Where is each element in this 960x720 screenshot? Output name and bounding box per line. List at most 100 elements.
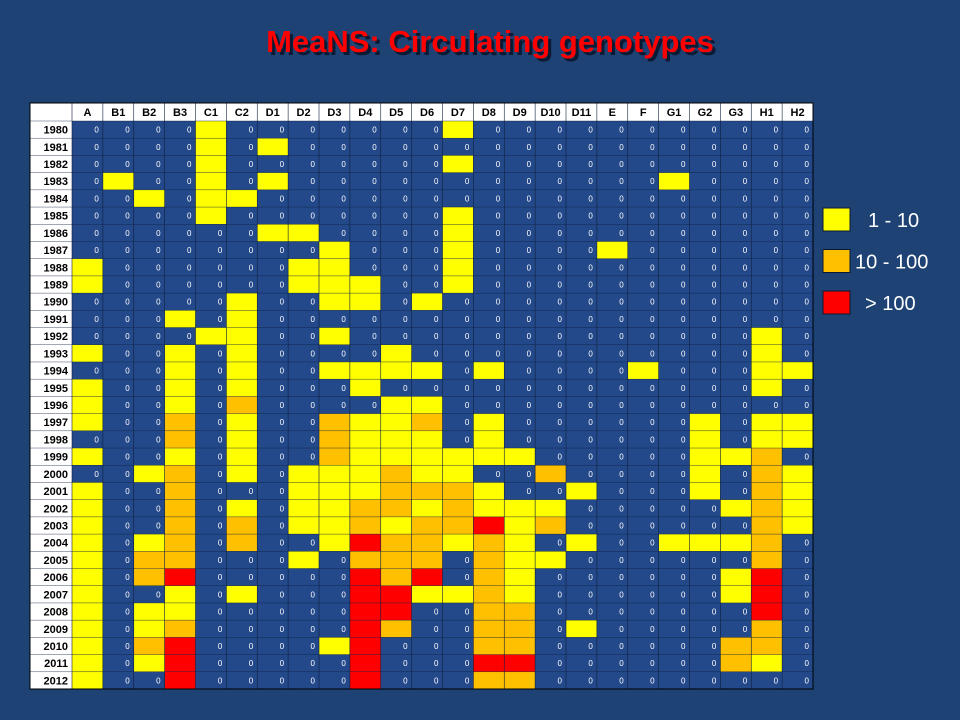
cell: [442, 241, 474, 259]
cell-value: 0: [712, 504, 717, 513]
cell: [164, 448, 196, 466]
cell: [133, 568, 165, 586]
cell-value: 0: [558, 160, 563, 169]
cell: [535, 310, 566, 328]
cell-value: 0: [619, 625, 624, 634]
legend-label: > 100: [865, 293, 916, 315]
cell-value: 0: [280, 539, 285, 548]
cell: [596, 465, 628, 483]
cell-value: 0: [311, 401, 316, 410]
cell-value: 0: [558, 367, 563, 376]
cell: [751, 293, 783, 311]
cell: [504, 620, 536, 638]
cell: [319, 344, 350, 362]
cell: [689, 534, 721, 552]
cell: [658, 671, 690, 689]
cell: [164, 430, 196, 449]
cell: [257, 585, 289, 603]
cell-value: 0: [125, 194, 130, 203]
cell-value: 0: [712, 401, 717, 410]
cell: [566, 275, 597, 294]
cell: [627, 396, 659, 414]
cell: [226, 654, 258, 672]
cell: [720, 138, 752, 156]
cell-value: 0: [125, 573, 130, 582]
cell: [473, 671, 505, 689]
cell-value: 0: [558, 315, 563, 324]
cell-value: 0: [218, 453, 223, 462]
cell-value: 0: [341, 160, 346, 169]
cell: [442, 293, 474, 311]
cell-value: 0: [94, 143, 99, 152]
cell-value: 0: [805, 676, 810, 685]
cell: [566, 585, 597, 603]
cell-value: 0: [341, 315, 346, 324]
cell: [411, 258, 443, 276]
cell: [658, 448, 690, 466]
cell: [380, 396, 412, 414]
cell: [380, 671, 412, 689]
cell: [720, 155, 752, 173]
cell-value: 0: [341, 212, 346, 221]
cell: [72, 602, 103, 621]
cell: [504, 671, 536, 689]
cell: [689, 482, 721, 500]
cell-value: 0: [527, 384, 532, 393]
cell-value: 0: [619, 349, 624, 358]
cell: [257, 396, 289, 414]
cell-value: 0: [619, 194, 624, 203]
cell: [658, 258, 690, 276]
cell: [72, 379, 103, 397]
cell: [504, 637, 536, 655]
cell: [195, 602, 227, 621]
cell-value: 0: [434, 659, 439, 668]
cell: [288, 465, 319, 483]
cell: [504, 568, 536, 586]
column-label: B2: [142, 107, 156, 119]
cell: [689, 138, 721, 156]
cell: [535, 516, 566, 535]
cell-value: 0: [403, 332, 408, 341]
cell-value: 0: [311, 126, 316, 135]
cell: [164, 413, 196, 431]
cell: [226, 310, 258, 328]
cell: [319, 430, 350, 449]
cell-value: 0: [743, 246, 748, 255]
cell: [72, 568, 103, 586]
cell-value: 0: [125, 435, 130, 444]
cell: [720, 310, 752, 328]
cell-value: 0: [403, 315, 408, 324]
column-label: D5: [389, 107, 403, 119]
cell: [380, 172, 412, 190]
cell: [535, 430, 566, 449]
cell-value: 0: [311, 453, 316, 462]
cell-value: 0: [403, 177, 408, 186]
cell-value: 0: [311, 177, 316, 186]
cell-value: 0: [588, 212, 593, 221]
cell: [442, 121, 474, 139]
cell-value: 0: [311, 212, 316, 221]
cell-value: 0: [434, 143, 439, 152]
cell: [133, 379, 165, 397]
cell-value: 0: [187, 263, 192, 272]
cell: [380, 155, 412, 173]
cell: [720, 602, 752, 621]
cell-value: 0: [372, 229, 377, 238]
cell-value: 0: [403, 263, 408, 272]
cell-value: 0: [712, 625, 717, 634]
cell: [751, 121, 783, 139]
cell: [411, 241, 443, 259]
cell-value: 0: [218, 676, 223, 685]
cell: [164, 602, 196, 621]
cell: [473, 430, 505, 449]
cell-value: 0: [619, 384, 624, 393]
cell: [133, 121, 165, 139]
cell: [782, 344, 813, 362]
cell: [195, 413, 227, 431]
cell-value: 0: [681, 470, 686, 479]
cell-value: 0: [774, 212, 779, 221]
cell: [380, 499, 412, 517]
column-label: D7: [451, 107, 465, 119]
cell-value: 0: [712, 367, 717, 376]
cell: [627, 293, 659, 311]
